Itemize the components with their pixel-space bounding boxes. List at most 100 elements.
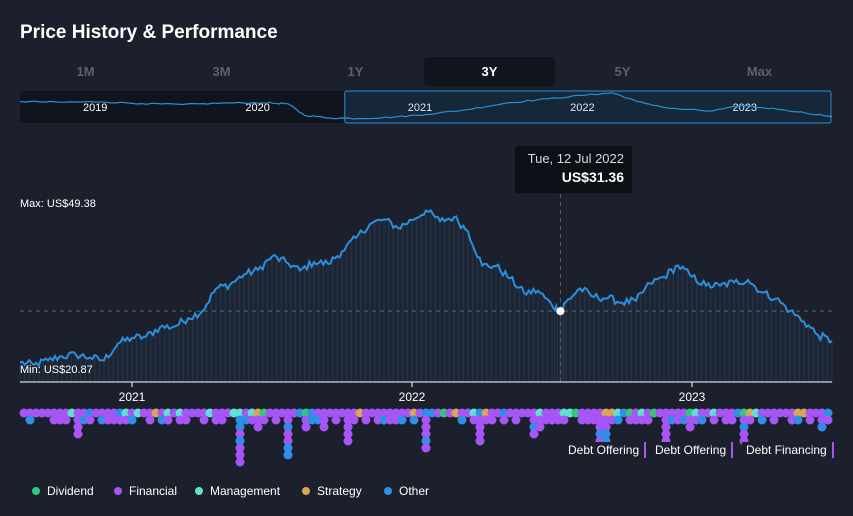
event-marker[interactable] <box>421 415 431 425</box>
event-marker[interactable] <box>769 415 779 425</box>
event-marker[interactable] <box>487 415 497 425</box>
navigator-line <box>19 92 833 120</box>
tab-1m[interactable]: 1M <box>76 64 95 79</box>
event-marker[interactable] <box>421 429 431 439</box>
event-marker[interactable] <box>301 422 311 432</box>
event-marker[interactable] <box>535 422 545 432</box>
event-marker[interactable] <box>709 415 719 425</box>
event-marker[interactable] <box>235 436 245 446</box>
event-marker[interactable] <box>73 422 83 432</box>
event-marker[interactable] <box>601 429 611 439</box>
event-marker[interactable] <box>793 415 803 425</box>
event-marker[interactable] <box>529 429 539 439</box>
event-marker[interactable] <box>757 415 767 425</box>
event-marker[interactable] <box>409 415 419 425</box>
event-marker[interactable] <box>823 408 833 418</box>
event-marker[interactable] <box>601 422 611 432</box>
event-marker[interactable] <box>559 415 569 425</box>
event-marker[interactable] <box>475 422 485 432</box>
legend-item-strategy[interactable]: Strategy <box>302 484 362 498</box>
tab-5y[interactable]: 5Y <box>614 64 631 79</box>
event-marker[interactable] <box>697 415 707 425</box>
event-marker[interactable] <box>421 422 431 432</box>
event-marker[interactable] <box>283 415 293 425</box>
event-marker[interactable] <box>499 415 509 425</box>
event-marker[interactable] <box>661 429 671 439</box>
legend-item-dividend[interactable]: Dividend <box>32 484 94 498</box>
event-marker[interactable] <box>643 415 653 425</box>
other-dot-icon <box>384 487 392 495</box>
event-marker[interactable] <box>145 415 155 425</box>
legend-item-other[interactable]: Other <box>384 484 429 498</box>
event-marker[interactable] <box>739 429 749 439</box>
event-marker[interactable] <box>739 422 749 432</box>
event-marker[interactable] <box>235 422 245 432</box>
event-marker[interactable] <box>25 415 35 425</box>
event-marker[interactable] <box>823 415 833 425</box>
legend-label: Financial <box>129 484 178 498</box>
event-marker[interactable] <box>421 443 431 453</box>
event-marker[interactable] <box>181 415 191 425</box>
event-marker[interactable] <box>421 436 431 446</box>
event-marker[interactable] <box>283 450 293 460</box>
event-marker[interactable] <box>259 415 269 425</box>
event-marker[interactable] <box>235 457 245 467</box>
tab-3y[interactable]: 3Y <box>424 57 555 86</box>
legend-item-financial[interactable]: Financial <box>114 484 177 498</box>
x-tick-label: 2021 <box>119 390 146 404</box>
event-marker[interactable] <box>343 436 353 446</box>
tab-max[interactable]: Max <box>746 64 773 79</box>
event-tag-debt-financing[interactable]: Debt Financing <box>742 442 834 458</box>
event-marker[interactable] <box>217 415 227 425</box>
tab-3m[interactable]: 3M <box>212 64 231 79</box>
event-marker[interactable] <box>319 415 329 425</box>
event-marker[interactable] <box>61 415 71 425</box>
hover-point[interactable] <box>556 307 565 316</box>
event-marker[interactable] <box>397 415 407 425</box>
legend-item-management[interactable]: Management <box>195 484 280 498</box>
tab-1y[interactable]: 1Y <box>347 64 364 79</box>
event-marker[interactable] <box>271 415 281 425</box>
event-marker[interactable] <box>235 429 245 439</box>
event-marker[interactable] <box>85 415 95 425</box>
events-strip <box>19 408 833 467</box>
event-marker[interactable] <box>805 415 815 425</box>
event-tag-debt-offering-2[interactable]: Debt Offering <box>651 442 734 458</box>
event-marker[interactable] <box>127 415 137 425</box>
event-marker[interactable] <box>475 429 485 439</box>
page-title: Price History & Performance <box>20 22 278 43</box>
event-marker[interactable] <box>457 415 467 425</box>
event-marker[interactable] <box>73 429 83 439</box>
event-marker[interactable] <box>745 415 755 425</box>
min-price-label: Min: US$20.87 <box>20 364 93 376</box>
event-marker[interactable] <box>343 429 353 439</box>
event-marker[interactable] <box>361 415 371 425</box>
event-marker[interactable] <box>283 436 293 446</box>
event-marker[interactable] <box>331 415 341 425</box>
event-marker[interactable] <box>613 415 623 425</box>
event-marker[interactable] <box>283 443 293 453</box>
event-marker[interactable] <box>283 422 293 432</box>
financial-dot-icon <box>114 487 122 495</box>
navigator-selection-window[interactable] <box>344 90 832 124</box>
event-marker[interactable] <box>511 415 521 425</box>
event-marker[interactable] <box>661 422 671 432</box>
event-marker[interactable] <box>253 422 263 432</box>
x-tick-label: 2022 <box>399 390 426 404</box>
event-tag-debt-offering-1[interactable]: Debt Offering <box>564 442 647 458</box>
event-marker[interactable] <box>163 415 173 425</box>
event-marker[interactable] <box>235 443 245 453</box>
tooltip-date: Tue, 12 Jul 2022 <box>527 151 624 166</box>
price-line <box>19 208 833 368</box>
event-marker[interactable] <box>349 415 359 425</box>
event-marker[interactable] <box>685 422 695 432</box>
event-marker[interactable] <box>199 415 209 425</box>
event-marker[interactable] <box>343 422 353 432</box>
legend-label: Other <box>399 484 430 498</box>
event-marker[interactable] <box>817 422 827 432</box>
event-marker[interactable] <box>283 429 293 439</box>
event-marker[interactable] <box>319 422 329 432</box>
event-marker[interactable] <box>727 415 737 425</box>
event-marker[interactable] <box>475 436 485 446</box>
event-marker[interactable] <box>235 450 245 460</box>
